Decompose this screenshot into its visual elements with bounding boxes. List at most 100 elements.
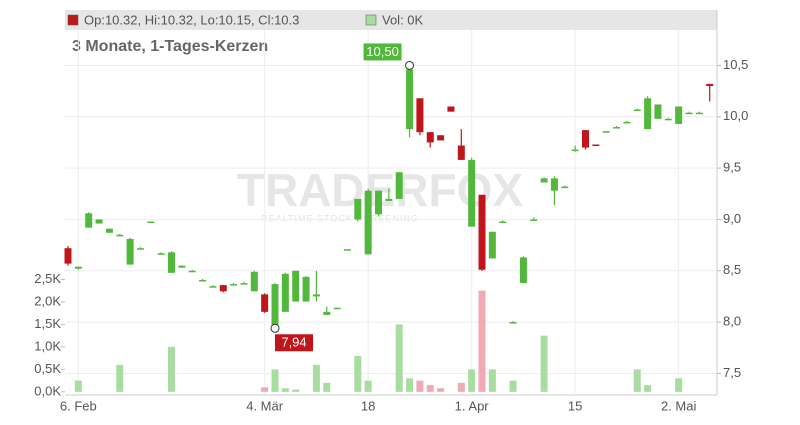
legend-ohlc: Op:10.32, Hi:10.32, Lo:10.15, Cl:10.3 xyxy=(84,12,299,27)
y2-tick-label: 1,5K xyxy=(34,316,61,331)
candle-body xyxy=(199,280,207,282)
x-tick-label: 18 xyxy=(361,398,375,413)
x-tick-label: 15 xyxy=(568,398,582,413)
candle-body xyxy=(582,130,589,148)
x-tick-label: 4. Mär xyxy=(246,398,284,413)
candle-body xyxy=(168,252,175,273)
legend-bar xyxy=(65,10,717,30)
candle-body xyxy=(478,194,486,270)
volume-bar xyxy=(364,380,372,392)
candle-body xyxy=(416,98,424,133)
candle-body xyxy=(561,186,569,189)
watermark-sub: REALTIME STOCK SCREENING xyxy=(261,213,419,223)
candle-body xyxy=(343,249,351,251)
annotation-box xyxy=(275,334,313,352)
candle-body xyxy=(261,294,269,312)
candle-body xyxy=(654,104,662,119)
extreme-marker xyxy=(405,60,415,70)
legend-swatch xyxy=(365,14,377,26)
candle-body xyxy=(488,231,496,259)
candle-body xyxy=(426,132,434,143)
x-tick-label: 1. Apr xyxy=(455,398,490,413)
candle-body xyxy=(116,234,124,237)
legend-swatch xyxy=(67,14,79,26)
candle-body xyxy=(219,285,227,292)
y2-tick-label: 0,5K xyxy=(34,361,61,376)
candle-body xyxy=(292,270,300,302)
volume-bar xyxy=(416,380,424,392)
candle-body xyxy=(74,266,82,269)
candle-body xyxy=(633,109,641,112)
volume-bar xyxy=(168,346,175,392)
volume-bar xyxy=(437,388,445,392)
candle-body xyxy=(550,178,558,191)
candle-body xyxy=(664,118,672,121)
y-tick-label: 10,5 xyxy=(723,57,748,72)
candle-body xyxy=(95,219,103,224)
volume-bar xyxy=(468,369,476,392)
y-tick-label: 7,5 xyxy=(723,365,741,380)
candle-body xyxy=(323,311,331,315)
plot-area xyxy=(65,10,717,395)
volume-bar xyxy=(323,382,331,392)
y2-tick-label: 2,0K xyxy=(34,293,61,308)
candle-body xyxy=(623,121,631,124)
candle-body xyxy=(395,172,403,199)
candle-body xyxy=(271,284,279,329)
candle-body xyxy=(364,190,372,255)
candle-body xyxy=(457,145,465,160)
y-tick-label: 8,0 xyxy=(723,314,741,329)
candle-body xyxy=(312,294,320,297)
volume-bar xyxy=(116,364,124,392)
volume-bar xyxy=(478,290,486,392)
legend-volume: Vol: 0K xyxy=(382,12,424,27)
volume-bar xyxy=(354,355,362,392)
y-tick-label: 10,0 xyxy=(723,108,748,123)
candle-body xyxy=(613,127,621,129)
volume-bar xyxy=(395,324,403,392)
volume-bar xyxy=(406,378,414,392)
annotation-label: 7,94 xyxy=(281,335,306,350)
y-tick-label: 8,5 xyxy=(723,262,741,277)
volume-bar xyxy=(633,369,641,392)
candle-body xyxy=(302,276,310,302)
plot-layer: 7,5 8,0 8,5 9,0 9,5 10,0 10,5 0,0K 0,5K 1,0K 1,5K 2… xyxy=(34,10,748,413)
y2-tick-label: 1,0K xyxy=(34,338,61,353)
candle-body xyxy=(685,112,693,115)
volume-bar xyxy=(261,387,269,392)
candle-body xyxy=(592,144,600,146)
candle-body xyxy=(571,149,579,152)
annotation-label: 10,50 xyxy=(366,44,399,59)
candle-body xyxy=(602,131,610,133)
candle-body xyxy=(447,106,455,112)
candle-body xyxy=(126,238,134,265)
candle-body xyxy=(499,221,507,223)
volume-bar xyxy=(488,369,496,392)
volume-bar xyxy=(312,364,320,392)
candle-body xyxy=(437,135,445,141)
extreme-marker xyxy=(270,323,280,333)
x-tick-label: 2. Mai xyxy=(661,398,697,413)
volume-bar xyxy=(675,378,683,392)
candle-body xyxy=(695,112,703,115)
volume-bar xyxy=(644,385,652,392)
candle-body xyxy=(540,178,548,183)
candle-body xyxy=(178,265,186,268)
candle-body xyxy=(281,273,289,312)
volume-bar xyxy=(74,380,82,392)
candle-body xyxy=(230,284,238,286)
candle-body xyxy=(675,106,683,124)
y2-tick-label: 2,5K xyxy=(34,271,61,286)
candle-body xyxy=(530,219,538,221)
candle-body xyxy=(333,307,341,310)
candle-body xyxy=(157,253,165,255)
candle-body xyxy=(644,98,652,130)
y-tick-label: 9,0 xyxy=(723,211,741,226)
y-tick-label: 9,5 xyxy=(723,160,741,175)
candle-body xyxy=(105,228,113,233)
candle-body xyxy=(519,257,527,284)
volume-bar xyxy=(281,388,289,392)
candle-body xyxy=(147,221,155,223)
volume-bar xyxy=(540,335,548,392)
candle-body xyxy=(354,198,362,220)
